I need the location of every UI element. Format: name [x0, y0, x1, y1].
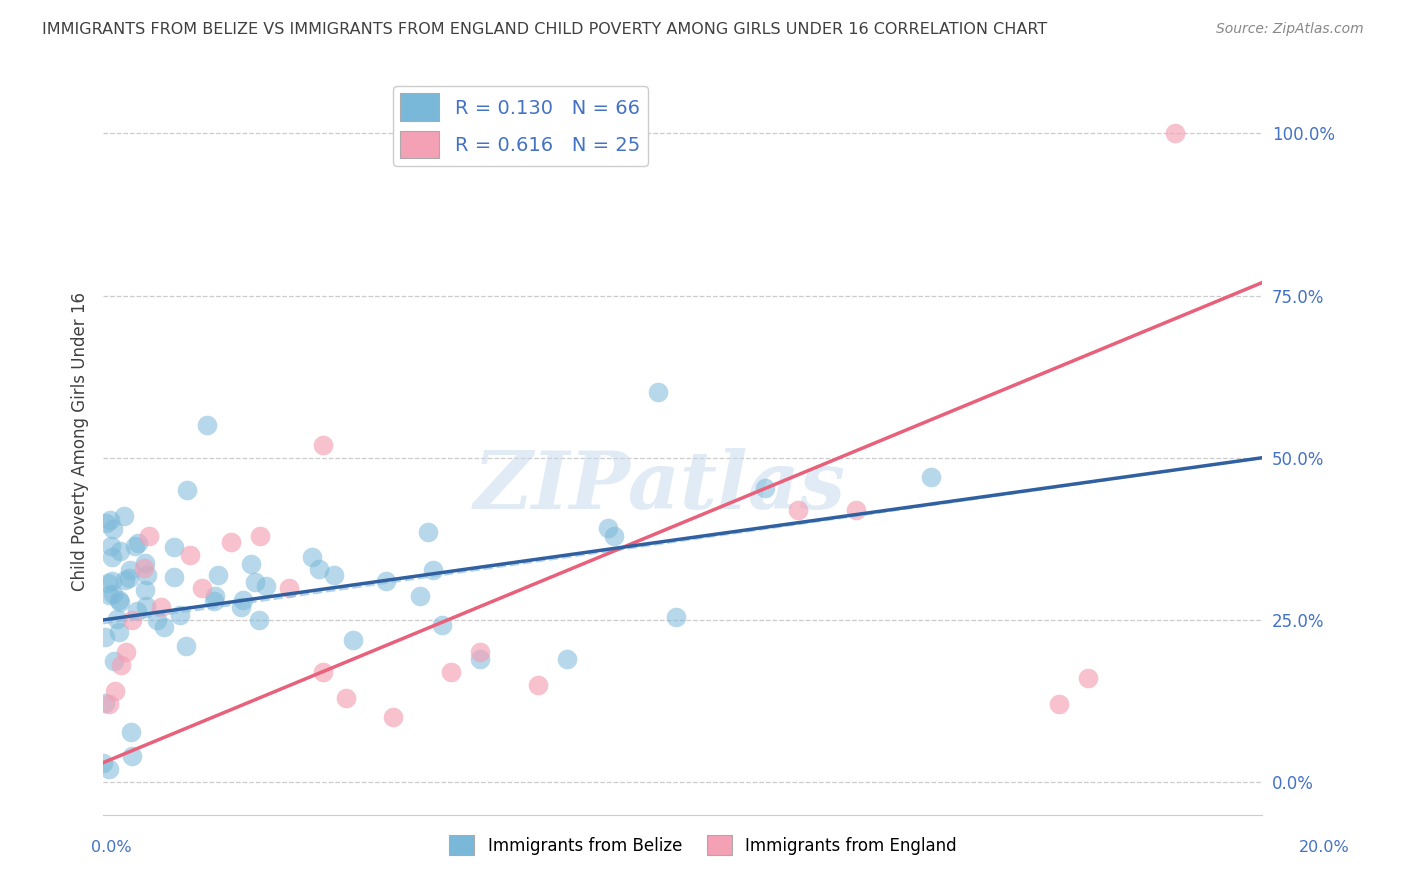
Point — [197, 418, 219, 433]
Point — [335, 690, 357, 705]
Point — [845, 502, 868, 516]
Point — [104, 684, 127, 698]
Y-axis label: Child Poverty Among Girls Under 16: Child Poverty Among Girls Under 16 — [72, 292, 89, 591]
Point — [108, 543, 131, 558]
Point — [204, 590, 226, 604]
Point — [110, 658, 132, 673]
Point — [108, 595, 131, 609]
Point — [207, 567, 229, 582]
Point — [169, 608, 191, 623]
Point — [134, 556, 156, 570]
Point — [409, 589, 432, 603]
Point — [108, 593, 131, 607]
Text: 20.0%: 20.0% — [1299, 840, 1350, 855]
Point — [127, 536, 149, 550]
Point — [422, 563, 444, 577]
Point — [312, 438, 335, 452]
Point — [101, 549, 124, 564]
Text: Source: ZipAtlas.com: Source: ZipAtlas.com — [1216, 22, 1364, 37]
Point — [97, 575, 120, 590]
Point — [754, 482, 776, 496]
Point — [176, 483, 198, 498]
Point — [91, 756, 114, 770]
Point — [374, 574, 396, 589]
Point — [647, 384, 669, 399]
Point — [430, 617, 453, 632]
Point — [94, 630, 117, 644]
Point — [301, 549, 323, 564]
Point — [121, 613, 143, 627]
Point — [163, 541, 186, 555]
Point — [555, 652, 578, 666]
Point — [101, 522, 124, 536]
Point — [418, 525, 440, 540]
Text: 0.0%: 0.0% — [91, 840, 132, 855]
Point — [381, 710, 404, 724]
Point — [174, 639, 197, 653]
Point — [665, 609, 688, 624]
Point — [179, 548, 201, 562]
Point — [108, 624, 131, 639]
Point — [277, 581, 299, 595]
Point — [125, 604, 148, 618]
Point — [136, 568, 159, 582]
Point — [132, 561, 155, 575]
Point — [440, 665, 463, 679]
Point — [308, 562, 330, 576]
Point — [1164, 127, 1187, 141]
Point — [94, 696, 117, 710]
Point — [787, 502, 810, 516]
Point — [232, 593, 254, 607]
Point — [98, 588, 121, 602]
Point — [342, 633, 364, 648]
Legend: Immigrants from Belize, Immigrants from England: Immigrants from Belize, Immigrants from … — [443, 829, 963, 862]
Point — [103, 654, 125, 668]
Legend: R = 0.130   N = 66, R = 0.616   N = 25: R = 0.130 N = 66, R = 0.616 N = 25 — [392, 86, 648, 166]
Point — [120, 725, 142, 739]
Point — [97, 698, 120, 712]
Point — [105, 612, 128, 626]
Point — [1047, 698, 1070, 712]
Point — [98, 513, 121, 527]
Point — [121, 749, 143, 764]
Point — [118, 563, 141, 577]
Point — [138, 528, 160, 542]
Point — [323, 568, 346, 582]
Point — [468, 645, 491, 659]
Point — [219, 535, 242, 549]
Point — [602, 529, 624, 543]
Point — [96, 516, 118, 531]
Point — [115, 645, 138, 659]
Point — [153, 620, 176, 634]
Point — [526, 678, 548, 692]
Point — [202, 594, 225, 608]
Point — [114, 574, 136, 588]
Point — [190, 581, 212, 595]
Point — [229, 600, 252, 615]
Point — [101, 574, 124, 588]
Point — [124, 539, 146, 553]
Point — [163, 570, 186, 584]
Point — [1077, 671, 1099, 685]
Point — [312, 665, 335, 679]
Point — [100, 539, 122, 553]
Point — [118, 571, 141, 585]
Point — [145, 613, 167, 627]
Point — [247, 613, 270, 627]
Point — [920, 470, 942, 484]
Text: IMMIGRANTS FROM BELIZE VS IMMIGRANTS FROM ENGLAND CHILD POVERTY AMONG GIRLS UNDE: IMMIGRANTS FROM BELIZE VS IMMIGRANTS FRO… — [42, 22, 1047, 37]
Point — [103, 587, 125, 601]
Point — [134, 582, 156, 597]
Point — [249, 528, 271, 542]
Point — [254, 579, 277, 593]
Text: ZIPatlas: ZIPatlas — [474, 448, 845, 525]
Point — [97, 762, 120, 776]
Point — [468, 652, 491, 666]
Point — [596, 521, 619, 535]
Point — [135, 599, 157, 613]
Point — [150, 599, 173, 614]
Point — [240, 557, 263, 571]
Point — [112, 509, 135, 524]
Point — [245, 575, 267, 590]
